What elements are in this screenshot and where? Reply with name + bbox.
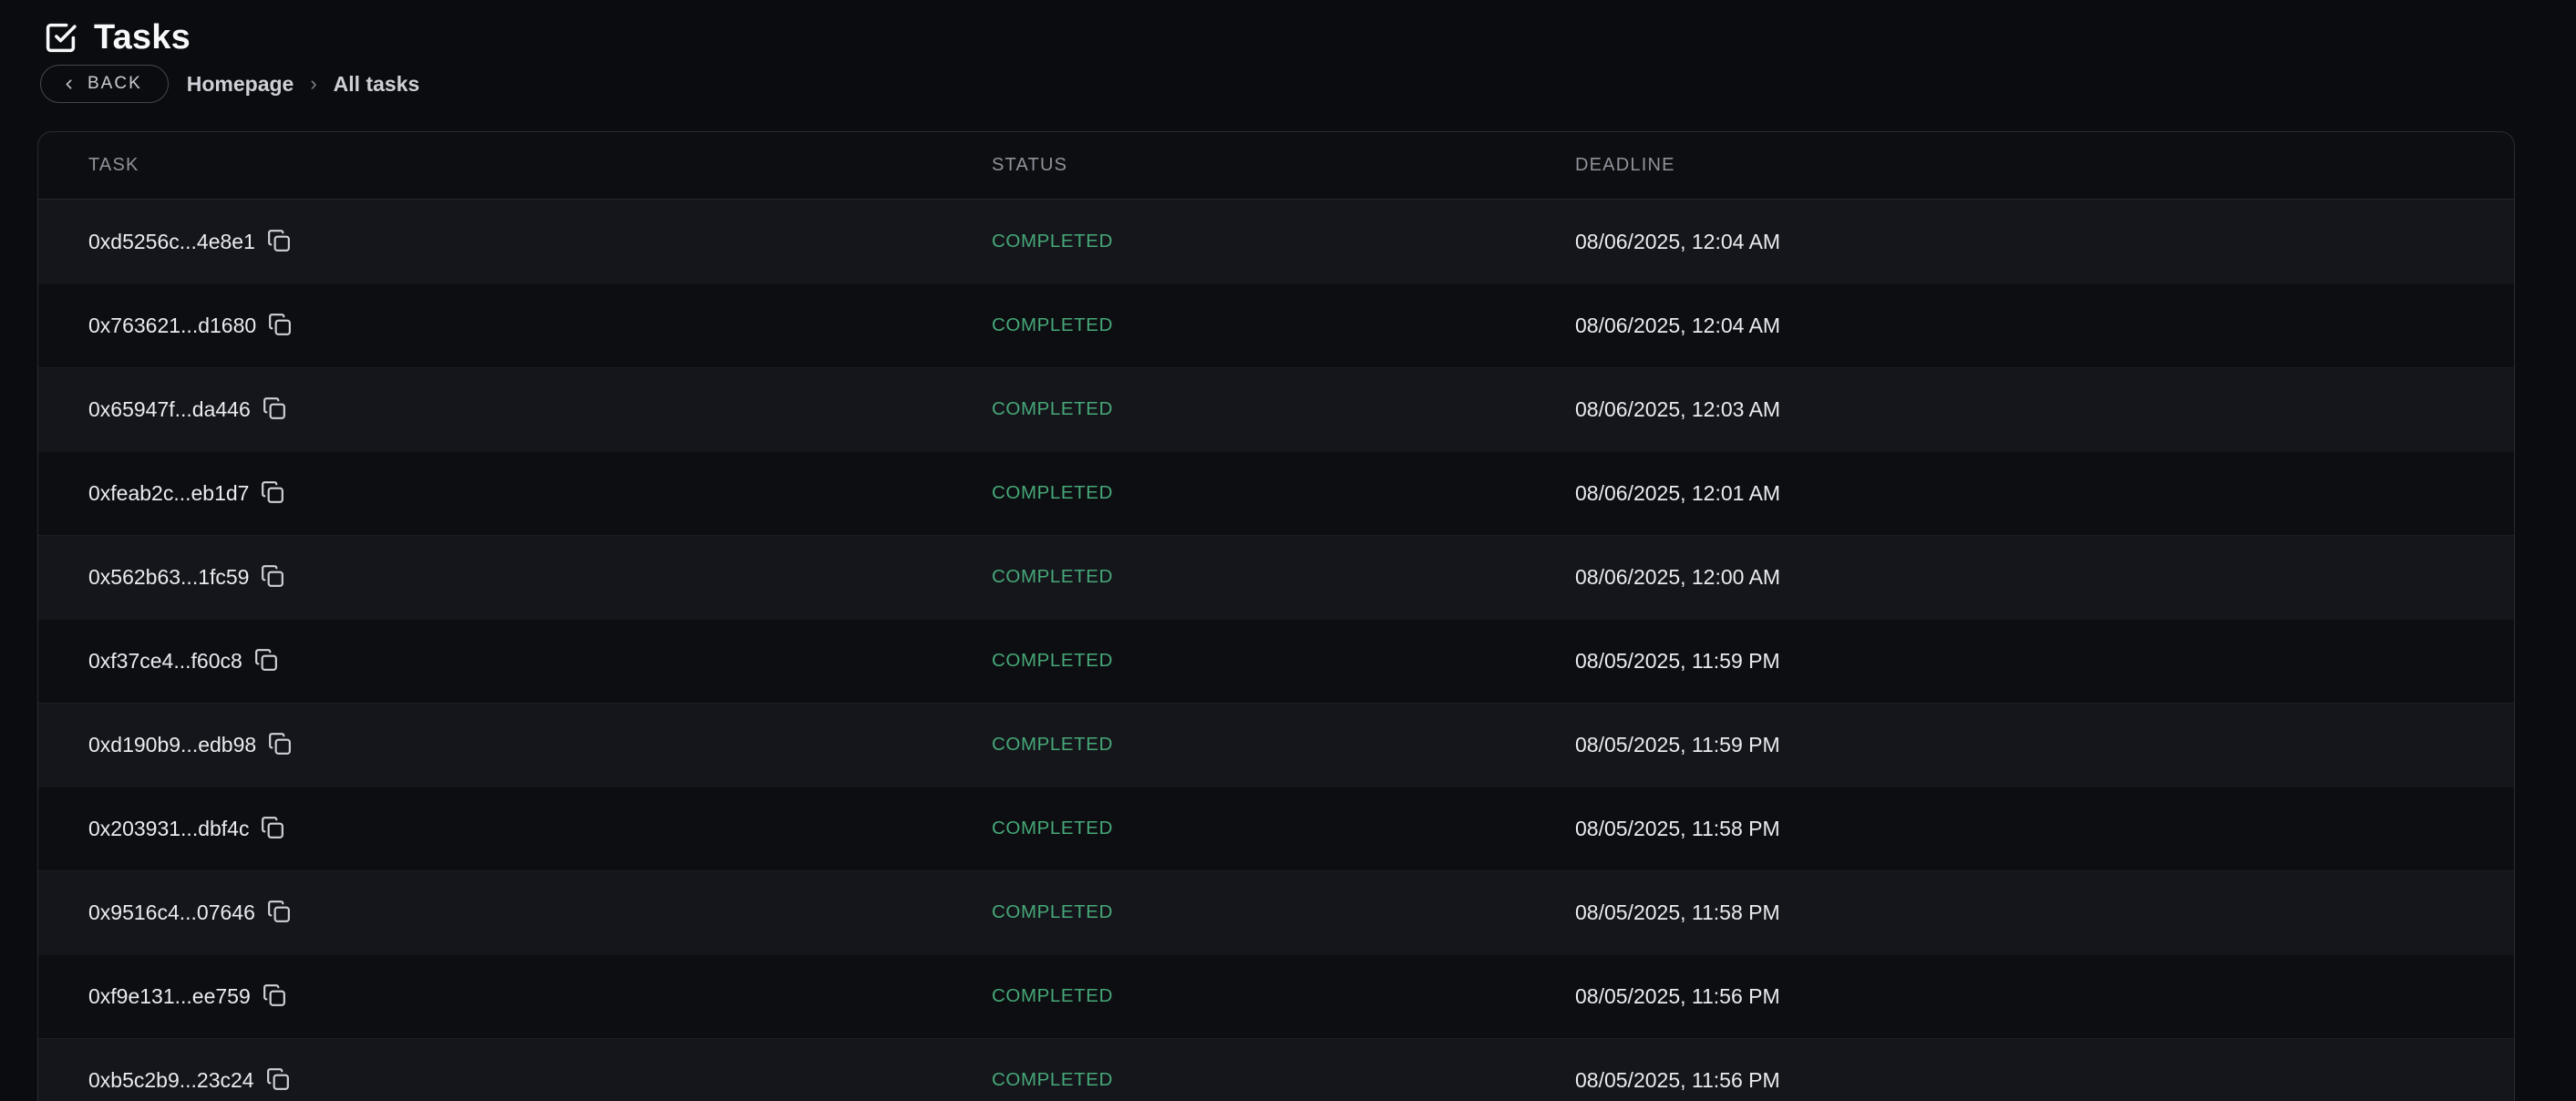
status-badge: COMPLETED <box>992 314 1113 335</box>
deadline-value: 08/05/2025, 11:59 PM <box>1575 648 1780 673</box>
copy-icon <box>267 900 291 926</box>
table-row[interactable]: 0xf37ce4...f60c8 COMPLETED 08/05/2025, 1… <box>38 619 2514 703</box>
deadline-value: 08/05/2025, 11:58 PM <box>1575 900 1780 924</box>
deadline-value: 08/05/2025, 11:56 PM <box>1575 1067 1780 1092</box>
copy-icon <box>268 732 292 758</box>
copy-task-id-button[interactable] <box>267 900 291 926</box>
status-badge: COMPLETED <box>992 231 1113 252</box>
copy-icon <box>263 396 286 423</box>
task-id: 0xf9e131...ee759 <box>88 983 251 1008</box>
copy-task-id-button[interactable] <box>263 396 286 423</box>
copy-task-id-button[interactable] <box>267 229 291 255</box>
nav-row: BACK Homepage › All tasks <box>40 65 419 103</box>
status-badge: COMPLETED <box>992 734 1113 755</box>
task-id-cell: 0x203931...dbf4c <box>88 816 992 842</box>
table-row[interactable]: 0x763621...d1680 COMPLETED 08/06/2025, 1… <box>38 283 2514 367</box>
status-badge: COMPLETED <box>992 566 1113 587</box>
status-badge: COMPLETED <box>992 818 1113 839</box>
task-id-cell: 0x562b63...1fc59 <box>88 564 992 591</box>
task-id-cell: 0x65947f...da446 <box>88 396 992 423</box>
copy-task-id-button[interactable] <box>261 480 284 507</box>
table-row[interactable]: 0x562b63...1fc59 COMPLETED 08/06/2025, 1… <box>38 535 2514 619</box>
status-badge: COMPLETED <box>992 985 1113 1006</box>
deadline-value: 08/06/2025, 12:04 AM <box>1575 229 1781 253</box>
deadline-value: 08/06/2025, 12:03 AM <box>1575 396 1781 421</box>
status-badge: COMPLETED <box>992 482 1113 503</box>
breadcrumb-all-tasks: All tasks <box>333 71 420 96</box>
deadline-value: 08/06/2025, 12:00 AM <box>1575 564 1781 589</box>
task-id: 0xd190b9...edb98 <box>88 732 257 756</box>
page-title: Tasks <box>94 18 191 57</box>
copy-icon <box>261 480 284 507</box>
task-id: 0xfeab2c...eb1d7 <box>88 480 250 505</box>
copy-icon <box>254 648 278 674</box>
table-row[interactable]: 0xd5256c...4e8e1 COMPLETED 08/06/2025, 1… <box>38 200 2514 283</box>
tasks-table: TASK STATUS DEADLINE 0xd5256c...4e8e1 CO… <box>37 131 2515 1101</box>
deadline-value: 08/05/2025, 11:56 PM <box>1575 983 1780 1008</box>
task-id: 0x763621...d1680 <box>88 313 257 337</box>
copy-icon <box>261 816 284 842</box>
task-id: 0x9516c4...07646 <box>88 900 255 924</box>
task-id: 0x65947f...da446 <box>88 396 251 421</box>
table-row[interactable]: 0x203931...dbf4c COMPLETED 08/05/2025, 1… <box>38 787 2514 870</box>
copy-icon <box>261 564 284 591</box>
copy-icon <box>263 983 286 1010</box>
task-id-cell: 0xb5c2b9...23c24 <box>88 1067 992 1094</box>
copy-icon <box>268 313 292 339</box>
table-row[interactable]: 0x65947f...da446 COMPLETED 08/06/2025, 1… <box>38 367 2514 451</box>
breadcrumb-separator-icon: › <box>310 72 317 95</box>
status-badge: COMPLETED <box>992 901 1113 922</box>
task-id: 0xd5256c...4e8e1 <box>88 229 255 253</box>
task-id-cell: 0xf9e131...ee759 <box>88 983 992 1010</box>
table-row[interactable]: 0xd190b9...edb98 COMPLETED 08/05/2025, 1… <box>38 703 2514 787</box>
copy-icon <box>267 229 291 255</box>
table-row[interactable]: 0x9516c4...07646 COMPLETED 08/05/2025, 1… <box>38 870 2514 954</box>
copy-task-id-button[interactable] <box>268 732 292 758</box>
copy-task-id-button[interactable] <box>263 983 286 1010</box>
copy-task-id-button[interactable] <box>261 816 284 842</box>
task-id-cell: 0x9516c4...07646 <box>88 900 992 926</box>
status-badge: COMPLETED <box>992 398 1113 419</box>
task-id: 0xf37ce4...f60c8 <box>88 648 242 673</box>
table-body: 0xd5256c...4e8e1 COMPLETED 08/06/2025, 1… <box>38 200 2514 1101</box>
back-button[interactable]: BACK <box>40 65 169 103</box>
table-row[interactable]: 0xfeab2c...eb1d7 COMPLETED 08/06/2025, 1… <box>38 451 2514 535</box>
back-button-label: BACK <box>88 74 142 93</box>
task-id-cell: 0xfeab2c...eb1d7 <box>88 480 992 507</box>
copy-task-id-button[interactable] <box>254 648 278 674</box>
page-header: Tasks <box>44 18 191 57</box>
table-row[interactable]: 0xb5c2b9...23c24 COMPLETED 08/05/2025, 1… <box>38 1038 2514 1101</box>
task-id: 0xb5c2b9...23c24 <box>88 1067 254 1092</box>
status-badge: COMPLETED <box>992 650 1113 671</box>
column-header-task: TASK <box>88 155 139 175</box>
task-id-cell: 0xd5256c...4e8e1 <box>88 229 992 255</box>
task-id: 0x562b63...1fc59 <box>88 564 250 589</box>
copy-task-id-button[interactable] <box>261 564 284 591</box>
deadline-value: 08/05/2025, 11:58 PM <box>1575 816 1780 840</box>
copy-task-id-button[interactable] <box>268 313 292 339</box>
task-id: 0x203931...dbf4c <box>88 816 250 840</box>
status-badge: COMPLETED <box>992 1069 1113 1090</box>
task-id-cell: 0xf37ce4...f60c8 <box>88 648 992 674</box>
copy-icon <box>266 1067 290 1094</box>
checked-square-icon <box>44 21 77 55</box>
column-header-deadline: DEADLINE <box>1575 155 1675 175</box>
breadcrumb-homepage[interactable]: Homepage <box>186 71 294 96</box>
deadline-value: 08/06/2025, 12:04 AM <box>1575 313 1781 337</box>
deadline-value: 08/06/2025, 12:01 AM <box>1575 480 1781 505</box>
task-id-cell: 0x763621...d1680 <box>88 313 992 339</box>
deadline-value: 08/05/2025, 11:59 PM <box>1575 732 1780 756</box>
table-row[interactable]: 0xf9e131...ee759 COMPLETED 08/05/2025, 1… <box>38 954 2514 1038</box>
breadcrumb: Homepage › All tasks <box>187 72 420 97</box>
copy-task-id-button[interactable] <box>266 1067 290 1094</box>
column-header-status: STATUS <box>992 155 1068 175</box>
task-id-cell: 0xd190b9...edb98 <box>88 732 992 758</box>
chevron-left-icon <box>61 77 77 92</box>
table-header-row: TASK STATUS DEADLINE <box>38 132 2514 200</box>
